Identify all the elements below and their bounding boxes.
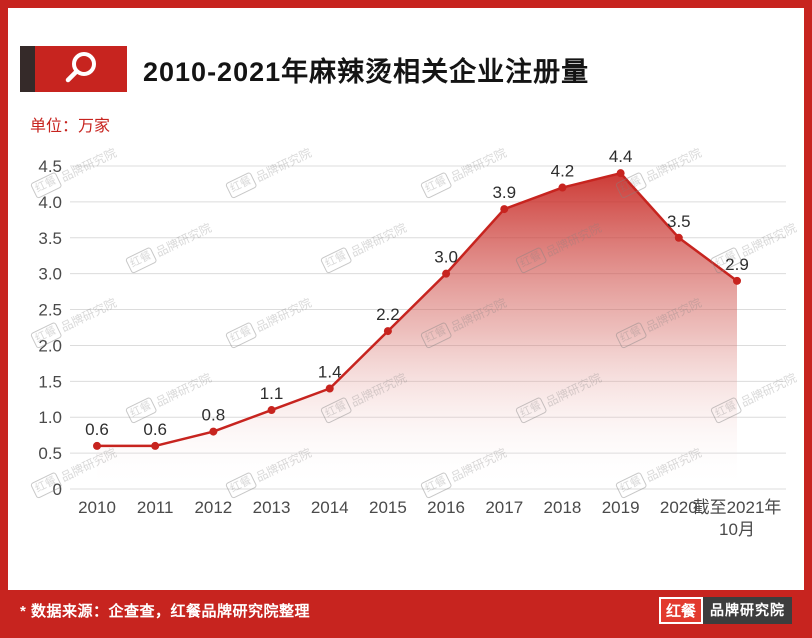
x-axis-label: 2013 xyxy=(253,498,291,517)
data-point xyxy=(442,269,451,278)
x-axis-label: 2014 xyxy=(311,498,349,517)
data-point xyxy=(500,205,509,214)
y-axis-label: 3.5 xyxy=(38,229,62,248)
y-axis-label: 0 xyxy=(53,480,62,499)
data-point xyxy=(733,276,741,285)
x-axis-label: 2015 xyxy=(369,498,407,517)
y-axis-label: 4.0 xyxy=(38,193,62,212)
y-axis-label: 1.0 xyxy=(38,408,62,427)
data-point xyxy=(151,441,160,450)
value-label: 0.6 xyxy=(85,420,109,439)
x-axis-label: 2019 xyxy=(602,498,640,517)
x-axis-label: 2010 xyxy=(78,498,116,517)
data-point xyxy=(325,384,334,393)
value-label: 0.8 xyxy=(202,406,226,425)
value-label: 0.6 xyxy=(143,420,167,439)
data-line xyxy=(97,171,738,448)
x-axis-label: 2012 xyxy=(194,498,232,517)
line-chart: 0 0.5 1.0 1.5 2.0 2.5 3.0 3.5 4.0 4.5 0.6 0.6 0.8 1.1… xyxy=(38,147,786,539)
footer-bar: * 数据来源：企查查，红餐品牌研究院整理 红餐 品牌研究院 xyxy=(8,590,804,630)
data-point xyxy=(674,233,683,242)
y-axis-label: 3.0 xyxy=(38,265,62,284)
magnifier-badge xyxy=(35,46,127,92)
brand-logo: 红餐 品牌研究院 xyxy=(658,596,792,624)
x-axis-label: 2018 xyxy=(544,498,582,517)
brand-logo-secondary: 品牌研究院 xyxy=(703,596,792,624)
y-axis-label: 2.0 xyxy=(38,336,62,355)
magnifier-icon xyxy=(65,52,96,83)
value-label: 3.5 xyxy=(667,212,691,231)
x-axis-label: 2020 xyxy=(660,498,698,517)
value-label: 2.2 xyxy=(376,305,400,324)
data-point xyxy=(93,441,101,450)
y-axis-label: 0.5 xyxy=(38,444,62,463)
data-point xyxy=(209,427,218,436)
value-label: 4.4 xyxy=(609,147,633,166)
data-point xyxy=(383,327,392,336)
value-label: 4.2 xyxy=(551,162,575,181)
data-point xyxy=(267,406,276,415)
y-axis-label: 4.5 xyxy=(38,157,62,176)
brand-logo-primary: 红餐 xyxy=(658,596,703,624)
x-axis-label: 2011 xyxy=(137,498,174,517)
y-axis-label: 1.5 xyxy=(38,372,62,391)
y-axis-label: 2.5 xyxy=(38,301,62,320)
unit-label: 单位：万家 xyxy=(30,118,111,135)
data-point xyxy=(616,169,625,178)
data-source-note: * 数据来源：企查查，红餐品牌研究院整理 xyxy=(20,602,311,620)
data-point xyxy=(558,183,567,192)
x-axis-label: 2017 xyxy=(485,498,523,517)
value-label: 1.1 xyxy=(260,384,284,403)
value-label: 3.0 xyxy=(434,248,458,267)
x-axis-label: 截至2021年 10月 xyxy=(693,498,782,539)
chart-title: 2010-2021年麻辣烫相关企业注册量 xyxy=(143,56,590,87)
x-axis-label: 2016 xyxy=(427,498,465,517)
value-label: 3.9 xyxy=(492,183,516,202)
chart-header: 2010-2021年麻辣烫相关企业注册量 xyxy=(20,46,589,92)
value-label: 1.4 xyxy=(318,363,342,382)
area-fill xyxy=(97,173,737,489)
value-label: 2.9 xyxy=(725,255,749,274)
header-dark-block xyxy=(20,46,35,92)
